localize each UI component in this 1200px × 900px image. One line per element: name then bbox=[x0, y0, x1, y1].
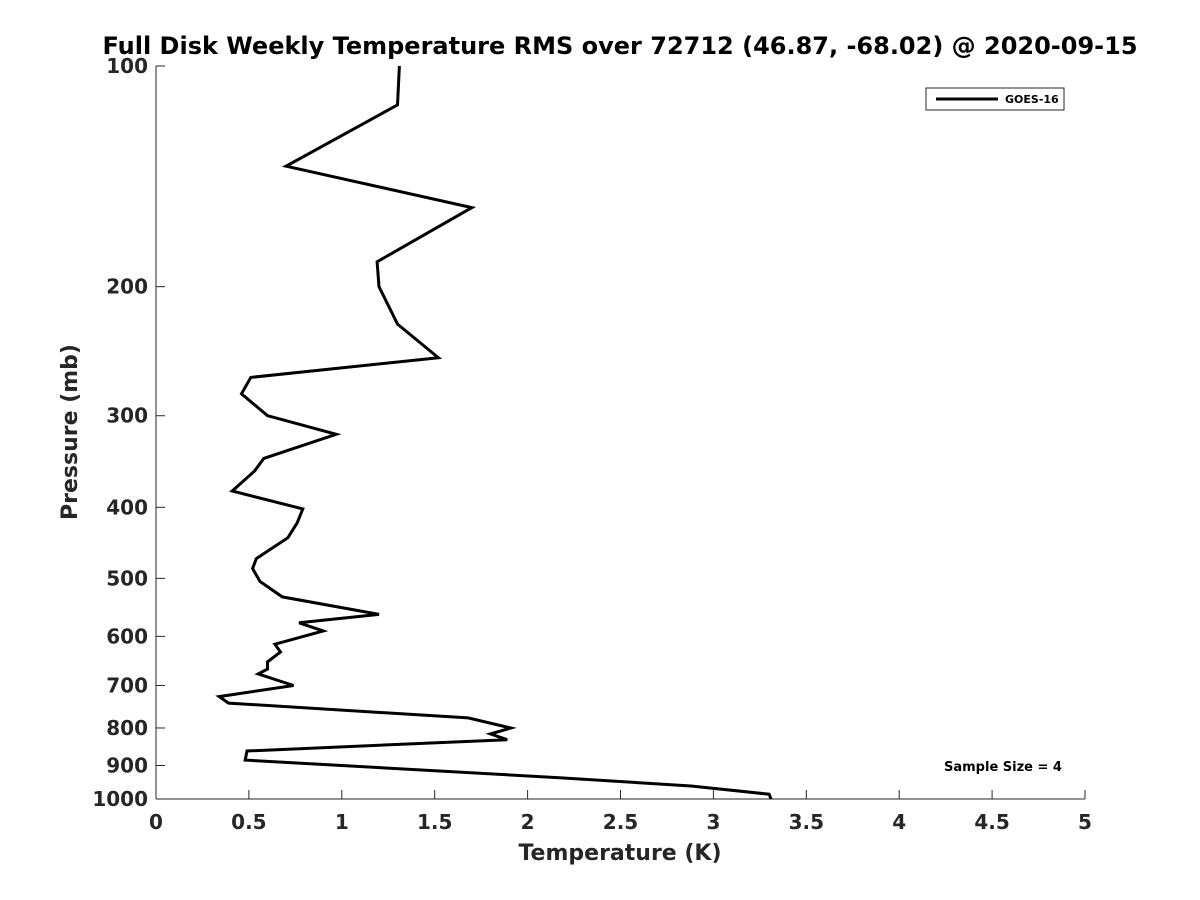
x-tick-label: 2 bbox=[521, 810, 535, 834]
legend: GOES-16 bbox=[925, 87, 1065, 111]
x-tick-label: 4.5 bbox=[974, 810, 1009, 834]
x-tick-label: 1 bbox=[335, 810, 349, 834]
y-tick-label: 800 bbox=[106, 716, 148, 740]
series-line-goes-16 bbox=[215, 65, 773, 800]
x-axis-label: Temperature (K) bbox=[518, 841, 721, 866]
sample-size-annotation: Sample Size = 4 bbox=[944, 760, 1062, 775]
x-axis-ticks: 0 0.5 1 1.5 2 2.5 3 3.5 4 4.5 5 bbox=[149, 790, 1092, 834]
x-tick-label: 0 bbox=[149, 810, 163, 834]
plot-area bbox=[156, 66, 1085, 799]
x-tick-label: 5 bbox=[1078, 810, 1092, 834]
legend-label-goes-16: GOES-16 bbox=[1005, 93, 1059, 106]
x-tick-label: 0.5 bbox=[231, 810, 266, 834]
x-tick-label: 3 bbox=[706, 810, 720, 834]
x-tick-label: 1.5 bbox=[417, 810, 452, 834]
y-tick-label: 500 bbox=[106, 566, 148, 590]
y-tick-label: 700 bbox=[106, 673, 148, 697]
x-tick-label: 4 bbox=[892, 810, 906, 834]
y-tick-label: 600 bbox=[106, 624, 148, 648]
y-tick-label: 400 bbox=[106, 495, 148, 519]
x-tick-label: 3.5 bbox=[789, 810, 824, 834]
series-layer bbox=[215, 65, 773, 800]
chart-title: Full Disk Weekly Temperature RMS over 72… bbox=[102, 32, 1137, 60]
x-tick-label: 2.5 bbox=[603, 810, 638, 834]
y-tick-label: 300 bbox=[106, 404, 148, 428]
y-axis-ticks: 100 200 300 400 500 600 700 800 900 1000 bbox=[92, 54, 165, 811]
y-tick-label: 200 bbox=[106, 275, 148, 299]
y-tick-label: 100 bbox=[106, 54, 148, 78]
y-tick-label: 900 bbox=[106, 753, 148, 777]
y-axis-label: Pressure (mb) bbox=[58, 344, 83, 520]
y-tick-label: 1000 bbox=[92, 787, 148, 811]
